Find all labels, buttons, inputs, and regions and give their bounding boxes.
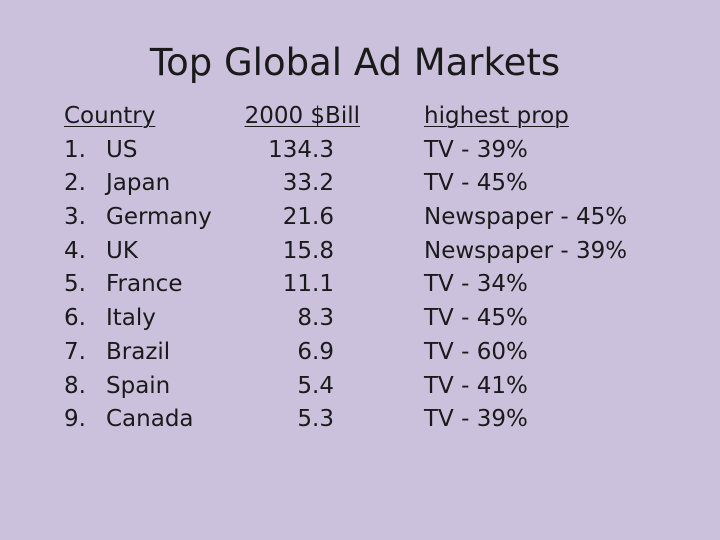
value-cell: 6.9 (297, 338, 334, 365)
country-row: 3. Germany (64, 201, 264, 235)
country-row: 6. Italy (64, 302, 264, 336)
value-column: 2000 $Bill 134.3 33.2 21.6 15.8 11.1 8.3… (240, 100, 370, 437)
value-cell: 5.3 (297, 406, 334, 433)
value-cell: 21.6 (282, 204, 334, 231)
value-cell: 33.2 (282, 170, 334, 197)
country-row: 9. Canada (64, 403, 264, 437)
country-name: UK (106, 237, 138, 264)
country-name: Japan (106, 170, 171, 197)
country-row: 5. France (64, 268, 264, 302)
value-cell: 134.3 (268, 136, 334, 163)
country-name: Italy (106, 305, 156, 332)
value-header: 2000 $Bill (244, 103, 360, 129)
country-row: 1. US (64, 134, 264, 168)
rank-label: 7. (64, 338, 86, 365)
prop-header: highest prop (424, 103, 569, 129)
prop-cell: TV - 45% (424, 170, 528, 197)
country-name: Spain (106, 372, 171, 399)
country-row: 8. Spain (64, 370, 264, 404)
country-row: 4. UK (64, 235, 264, 269)
rank-label: 8. (64, 372, 86, 399)
country-column: Country 1. US 2. Japan 3. Germany 4. UK 5. Fr… (64, 100, 264, 437)
rank-label: 1. (64, 136, 86, 163)
value-cell: 8.3 (297, 305, 334, 332)
value-cell: 5.4 (297, 372, 334, 399)
rank-label: 4. (64, 237, 86, 264)
rank-label: 6. (64, 305, 86, 332)
rank-label: 3. (64, 204, 86, 231)
prop-cell: Newspaper - 45% (424, 204, 628, 231)
country-name: US (106, 136, 138, 163)
prop-cell: TV - 60% (424, 338, 528, 365)
prop-cell: TV - 34% (424, 271, 528, 298)
rank-label: 9. (64, 406, 86, 433)
prop-cell: TV - 45% (424, 305, 528, 332)
prop-column: highest prop TV - 39% TV - 45% Newspaper… (424, 100, 704, 437)
country-row: 7. Brazil (64, 336, 264, 370)
value-cell: 11.1 (282, 271, 334, 298)
country-header: Country (64, 103, 156, 129)
value-cell: 15.8 (282, 237, 334, 264)
country-name: Brazil (106, 338, 171, 365)
prop-cell: TV - 39% (424, 406, 528, 433)
country-name: France (106, 271, 183, 298)
country-name: Canada (106, 406, 194, 433)
prop-cell: Newspaper - 39% (424, 237, 628, 264)
rank-label: 5. (64, 271, 86, 298)
country-row: 2. Japan (64, 167, 264, 201)
country-name: Germany (106, 204, 212, 231)
prop-cell: TV - 41% (424, 372, 528, 399)
prop-cell: TV - 39% (424, 136, 528, 163)
slide-title: Top Global Ad Markets (149, 41, 561, 84)
rank-label: 2. (64, 170, 86, 197)
